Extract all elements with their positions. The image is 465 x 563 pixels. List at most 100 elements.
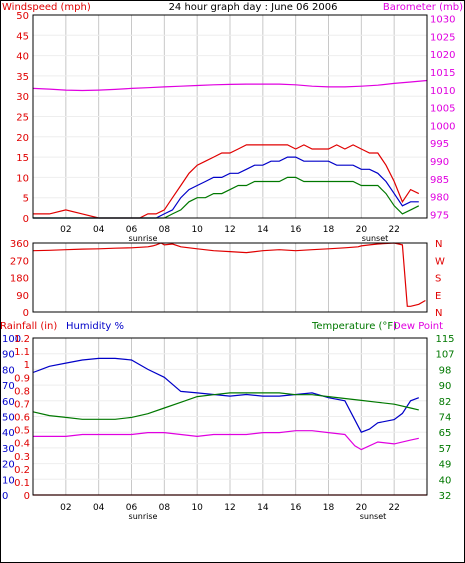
panel1-right-tick-label: 990	[430, 157, 449, 168]
panel2-compass-label: N	[435, 239, 442, 250]
panel3-rain-tick-label: 0.2	[14, 465, 30, 476]
panel3-humidity-tick-label: 10	[2, 475, 15, 486]
panel2-frame	[32, 242, 428, 313]
panel3-x-tick-label: 18	[323, 503, 335, 513]
panel3-rain-tick-label: 0.9	[14, 373, 30, 384]
panel1-right-tick-label: 1005	[430, 104, 455, 115]
panel3-rain-tick-label: 0.5	[14, 426, 30, 437]
panel1-series-barometer-mb	[32, 79, 428, 92]
panel1-left-tick-label: 30	[16, 92, 29, 103]
panel1-x-tick-label: 08	[159, 225, 171, 235]
panel3-rain-tick-label: 0	[24, 491, 30, 502]
panel2-left-tick-label: 90	[16, 291, 29, 302]
panel3-sunset-label: sunset	[360, 512, 387, 521]
panel3-temp-tick-label: 82	[439, 397, 452, 408]
panel1-left-tick-label: 10	[16, 173, 29, 184]
panel1-right-tick-label: 1010	[430, 86, 455, 97]
panel3-x-tick-label: 12	[224, 503, 235, 513]
panel1-x-tick-label: 10	[191, 225, 203, 235]
panel3-temp-tick-label: 74	[439, 413, 452, 424]
panel3-humidity-tick-label: 80	[2, 365, 15, 376]
panel3-humidity-label: Humidity %	[66, 321, 124, 332]
panel3-x-tick-label: 04	[93, 503, 105, 513]
panel1-sunset-label: sunset	[362, 234, 389, 243]
panel3-rain-tick-label: 0.7	[14, 399, 30, 410]
panel3-humidity-tick-label: 90	[2, 350, 15, 361]
panel1-x-tick-label: 04	[93, 225, 105, 235]
panel1-left-label: Windspeed (mph)	[2, 2, 91, 13]
panel3-humidity-tick-label: 100	[2, 334, 21, 345]
panel1-right-tick-label: 975	[430, 210, 449, 221]
panel1-x-tick-label: 22	[388, 225, 399, 235]
panel3-x-tick-label: 16	[290, 503, 302, 513]
panel3-humidity-tick-label: 30	[2, 444, 15, 455]
panel3-temp-tick-label: 115	[435, 334, 454, 345]
panel2-left-tick-label: 360	[10, 239, 29, 250]
panel1-series-wind-gust-mph	[33, 156, 419, 219]
panel1-left-tick-label: 50	[16, 11, 29, 22]
panel3-temp-tick-label: 65	[439, 428, 452, 439]
panel1-x-tick-label: 06	[126, 225, 138, 235]
panel1-right-tick-label: 1015	[430, 68, 455, 79]
panel2-compass-label: S	[435, 274, 441, 285]
panel3-series-dew-point	[33, 430, 419, 451]
panel3-x-tick-label: 06	[126, 503, 138, 513]
panel3-rain-tick-label: 0.6	[14, 413, 30, 424]
panel3-temp-tick-label: 90	[439, 381, 452, 392]
panel3-x-tick-label: 20	[356, 503, 368, 513]
panel3-rain-tick-label: 1	[24, 360, 30, 371]
panel1-right-tick-label: 1030	[430, 15, 455, 26]
panel1-right-tick-label: 985	[430, 175, 449, 186]
panel3-x-tick-label: 08	[159, 503, 171, 513]
panel3-rain-tick-label: 0.4	[14, 439, 30, 450]
panel3-dew-label: Dew Point	[393, 321, 443, 332]
panel3-humidity-tick-label: 40	[2, 428, 15, 439]
panel1-right-tick-label: 1000	[430, 121, 455, 132]
panel1-right-tick-label: 995	[430, 139, 449, 150]
panel3-temp-tick-label: 98	[439, 365, 452, 376]
panel1-left-tick-label: 15	[16, 153, 29, 164]
panel3-rain-tick-label: 0.1	[14, 478, 30, 489]
panel3-humidity-tick-label: 50	[2, 413, 15, 424]
panel1-x-tick-label: 14	[257, 225, 269, 235]
panel1-frame	[32, 14, 428, 219]
panel1-title: 24 hour graph day : June 06 2006	[169, 2, 338, 13]
panel3-rain-tick-label: 0.8	[14, 386, 30, 397]
panel1-right-tick-label: 980	[430, 193, 449, 204]
panel1-right-label: Barometer (mb)	[383, 2, 463, 13]
panel3-temp-tick-label: 107	[435, 350, 454, 361]
panel1-left-tick-label: 25	[16, 113, 29, 124]
panel3-temp-tick-label: 40	[439, 475, 452, 486]
panel3-humidity-tick-label: 20	[2, 460, 15, 471]
panel1-left-tick-label: 0	[23, 214, 29, 225]
panel3-rain-tick-label: 1.1	[14, 347, 30, 358]
panel3-x-tick-label: 10	[191, 503, 203, 513]
panel3-temp-tick-label: 57	[439, 444, 452, 455]
panel1-x-tick-label: 20	[356, 225, 368, 235]
panel3-sunrise-label: sunrise	[129, 512, 158, 521]
panel1-left-tick-label: 40	[16, 52, 29, 63]
panel3-temp-tick-label: 49	[439, 460, 452, 471]
panel3-x-tick-label: 02	[60, 503, 71, 513]
panel1-x-tick-label: 02	[60, 225, 71, 235]
panel1-right-tick-label: 1020	[430, 50, 455, 61]
panel2-compass-label: E	[435, 291, 441, 302]
panel2-compass-label: N	[435, 308, 442, 319]
panel1-x-tick-label: 12	[224, 225, 235, 235]
panel1-left-tick-label: 45	[16, 31, 29, 42]
panel1-left-tick-label: 35	[16, 72, 29, 83]
panel3-x-tick-label: 22	[388, 503, 399, 513]
panel1-series-wind-average-mph	[33, 176, 420, 219]
panel3-series-temperature-f	[32, 392, 419, 420]
panel3-temp-label: Temperature (°F)	[311, 321, 397, 332]
panel3-humidity-tick-label: 70	[2, 381, 15, 392]
panel3-humidity-tick-label: 0	[2, 491, 8, 502]
panel3-rain-label: Rainfall (in)	[0, 321, 57, 332]
panel2-left-tick-label: 0	[23, 308, 29, 319]
panel3-temp-tick-label: 32	[439, 491, 452, 502]
panel1-left-tick-label: 5	[23, 194, 29, 205]
panel1-left-tick-label: 20	[16, 133, 29, 144]
panel1-x-tick-label: 16	[290, 225, 302, 235]
panel3-rain-tick-label: 0.3	[14, 452, 30, 463]
